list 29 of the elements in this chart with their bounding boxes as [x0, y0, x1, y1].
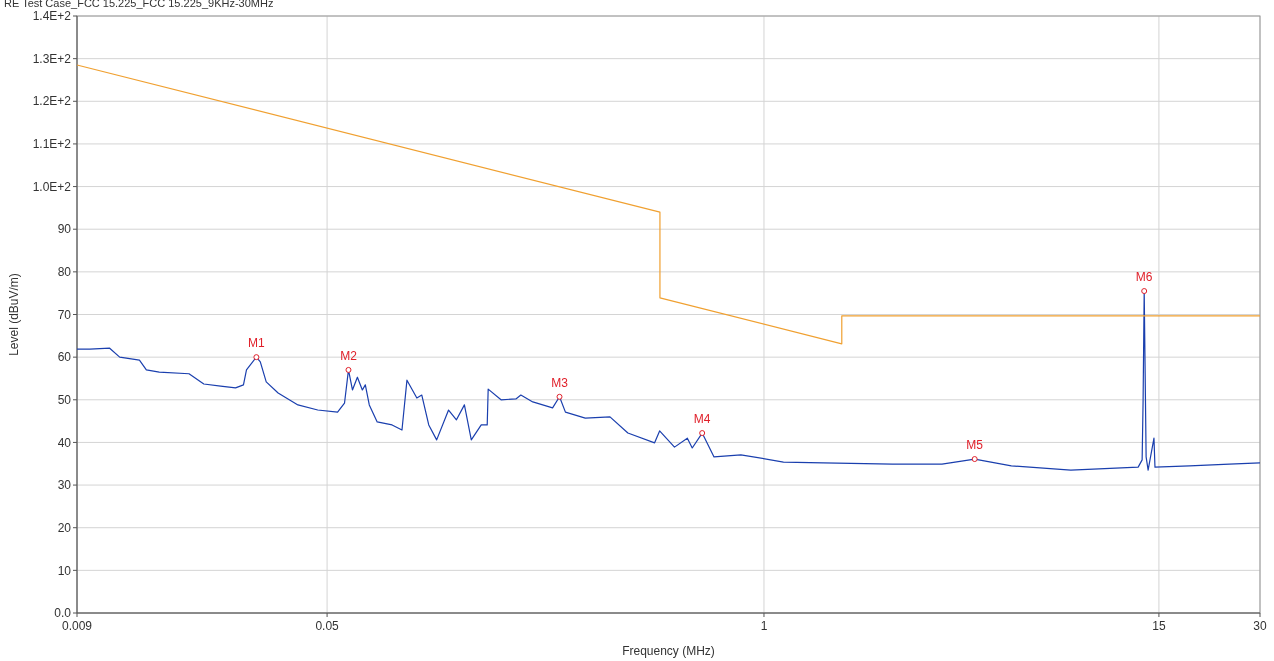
y-tick-label: 0.0 — [54, 606, 72, 621]
x-tick-label: 0.009 — [61, 619, 93, 633]
y-tick-label: 60 — [57, 350, 72, 365]
x-tick-label: 0.05 — [315, 619, 340, 633]
y-tick-label: 20 — [57, 520, 72, 535]
y-tick-label: 1.4E+2 — [32, 9, 72, 24]
y-tick-label: 1.3E+2 — [32, 51, 72, 66]
y-tick-label: 1.2E+2 — [32, 94, 72, 109]
y-tick-label: 90 — [57, 222, 72, 237]
y-tick-label: 80 — [57, 265, 72, 280]
annotation: M2 — [340, 348, 358, 363]
y-tick-label: 40 — [57, 435, 72, 450]
annotation: M6 — [1135, 270, 1153, 285]
annotation: M4 — [693, 412, 711, 427]
y-tick-label: 10 — [57, 563, 72, 578]
x-tick-label: 30 — [1253, 619, 1267, 633]
chart-title: RE Test Case_FCC 15.225_FCC 15.225_9KHz-30MHz — [4, 0, 274, 9]
y-tick-label: 1.0E+2 — [32, 179, 72, 194]
y-tick-label: 30 — [57, 478, 72, 493]
x-tick-label: 15 — [1152, 619, 1166, 633]
y-axis-title: Level (dBuV/m) — [7, 273, 21, 356]
x-tick-label: 1 — [760, 619, 768, 633]
annotation: M5 — [966, 438, 984, 453]
y-tick-label: 70 — [57, 307, 72, 322]
annotation: M1 — [248, 336, 266, 351]
y-tick-label: 50 — [57, 392, 72, 407]
annotation: M3 — [551, 375, 569, 390]
x-axis-title: Frequency (MHz) — [622, 644, 715, 658]
y-tick-label: 1.1E+2 — [32, 137, 72, 152]
